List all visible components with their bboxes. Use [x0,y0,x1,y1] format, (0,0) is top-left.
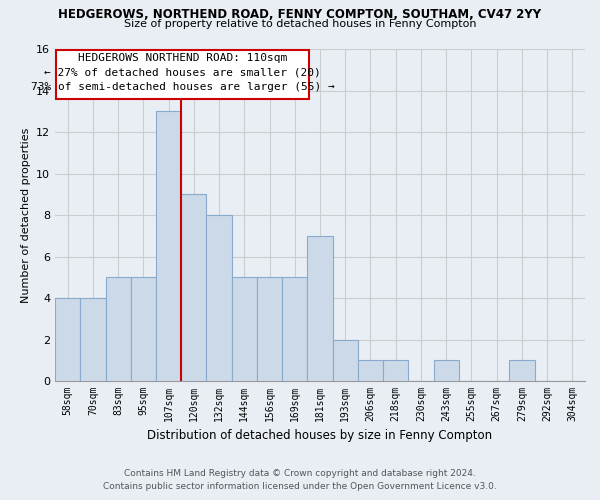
Bar [509,360,535,381]
Bar [131,278,156,381]
Bar [232,278,257,381]
Bar [156,112,181,381]
Text: HEDGEROWS, NORTHEND ROAD, FENNY COMPTON, SOUTHAM, CV47 2YY: HEDGEROWS, NORTHEND ROAD, FENNY COMPTON,… [58,8,542,20]
Bar [55,298,80,381]
Bar [358,360,383,381]
Bar [307,236,332,381]
Bar [106,278,131,381]
Bar [434,360,459,381]
FancyBboxPatch shape [56,50,308,99]
Y-axis label: Number of detached properties: Number of detached properties [20,128,31,302]
Bar [80,298,106,381]
Bar [282,278,307,381]
Bar [332,340,358,381]
Text: HEDGEROWS NORTHEND ROAD: 110sqm: HEDGEROWS NORTHEND ROAD: 110sqm [78,53,287,63]
Bar [206,215,232,381]
Bar [383,360,409,381]
X-axis label: Distribution of detached houses by size in Fenny Compton: Distribution of detached houses by size … [148,430,493,442]
Text: ← 27% of detached houses are smaller (20): ← 27% of detached houses are smaller (20… [44,68,321,78]
Text: Contains HM Land Registry data © Crown copyright and database right 2024.
Contai: Contains HM Land Registry data © Crown c… [103,470,497,491]
Text: Size of property relative to detached houses in Fenny Compton: Size of property relative to detached ho… [124,19,476,29]
Bar [181,194,206,381]
Bar [257,278,282,381]
Text: 73% of semi-detached houses are larger (55) →: 73% of semi-detached houses are larger (… [31,82,334,92]
